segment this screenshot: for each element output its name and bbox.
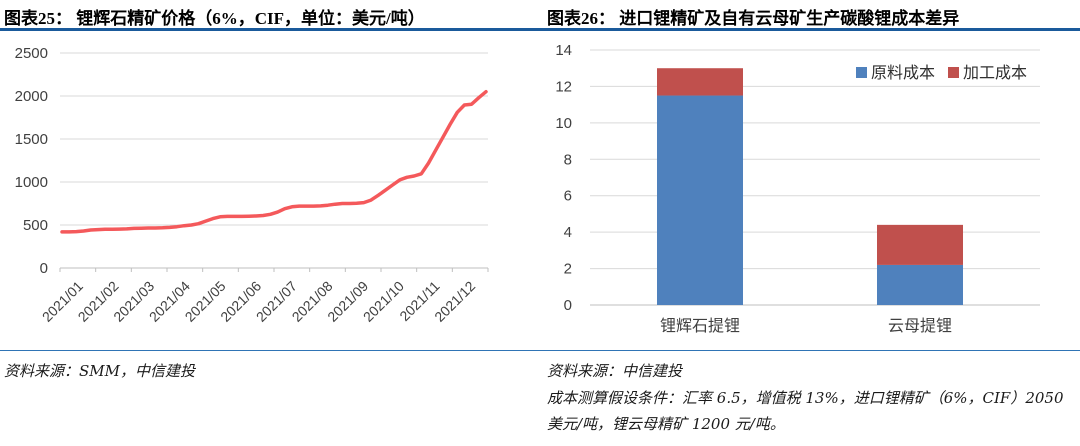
y-tick-label: 6	[564, 188, 572, 205]
y-tick-label: 1500	[15, 131, 48, 148]
figure25-source: 资料来源：SMM，中信建投	[4, 362, 195, 380]
price-line-series	[60, 89, 488, 234]
y-tick-label: 8	[564, 151, 572, 168]
source-separator-rule	[0, 350, 1080, 351]
figure25-title: 图表25： 锂辉石精矿价格（6%，CIF，单位：美元/吨）	[4, 9, 425, 28]
y-tick-label: 2500	[15, 45, 48, 62]
y-tick-label: 500	[23, 217, 48, 234]
y-tick-label: 0	[564, 297, 572, 314]
category-label: 云母提锂	[888, 317, 952, 335]
figure26-source: 资料来源：中信建投	[547, 362, 683, 380]
bar-segment-云母提锂-原料成本	[877, 264, 963, 305]
title-separator-rule	[0, 28, 1080, 31]
legend-item-原料成本: 原料成本	[856, 64, 935, 82]
figure26-title: 图表26： 进口锂精矿及自有云母矿生产碳酸锂成本差异	[547, 9, 960, 28]
y-tick-label: 0	[40, 260, 48, 277]
y-tick-label: 2000	[15, 88, 48, 105]
spodumene-price-line-chart: 050010001500200025002021/012021/022021/0…	[15, 45, 489, 325]
legend-item-加工成本: 加工成本	[948, 64, 1027, 82]
bar-segment-云母提锂-加工成本	[877, 224, 963, 265]
bar-segment-锂辉石提锂-原料成本	[657, 95, 743, 306]
legend-swatch	[948, 67, 959, 78]
bar-segment-锂辉石提锂-加工成本	[657, 68, 743, 96]
y-tick-label: 14	[555, 42, 572, 59]
y-tick-label: 4	[564, 224, 572, 241]
legend-label: 加工成本	[963, 64, 1027, 82]
y-tick-label: 2	[564, 261, 572, 278]
category-label: 锂辉石提锂	[660, 317, 740, 335]
x-tick-label: 2021/12	[431, 278, 478, 325]
figure26-assumptions-note: 成本测算假设条件：汇率 6.5，增值税 13%，进口锂精矿（6%，CIF）205…	[547, 389, 1064, 433]
legend-label: 原料成本	[871, 64, 935, 82]
lithium-cost-stacked-bar-chart: 0 2 4 6 8 10 12 14 锂辉石提锂 云母提锂 原料成本 加工成本	[555, 42, 1040, 335]
y-tick-label: 12	[555, 78, 572, 95]
y-tick-label: 1000	[15, 174, 48, 191]
y-tick-label: 10	[555, 115, 572, 132]
legend-swatch	[856, 67, 867, 78]
